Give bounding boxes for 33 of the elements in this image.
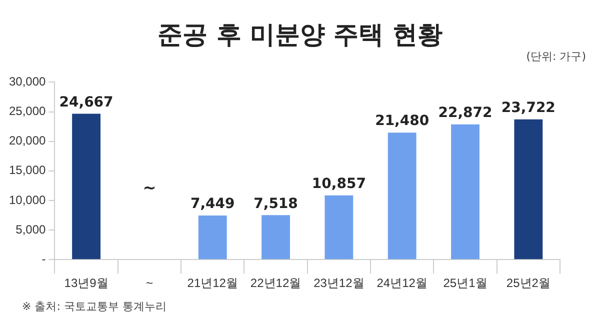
data-label: 10,857 xyxy=(312,176,366,192)
y-tick-label: 20,000 xyxy=(9,134,46,148)
x-tick-label: 13년9월 xyxy=(64,276,108,290)
x-tick-label: 25년1월 xyxy=(443,276,488,290)
y-tick-label: 15,000 xyxy=(9,163,46,178)
bar xyxy=(514,119,543,260)
x-tick-label: 22년12월 xyxy=(250,276,302,290)
data-label: 21,480 xyxy=(375,113,430,130)
x-tick-label: 24년12월 xyxy=(376,276,428,290)
data-label: 7,449 xyxy=(190,196,235,212)
x-tick-label: ~ xyxy=(146,276,153,290)
x-tick-label: 21년12월 xyxy=(187,276,238,290)
y-tick-label: 10,000 xyxy=(9,192,46,207)
chart-title: 준공 후 미분양 주택 현황 xyxy=(156,19,444,51)
y-tick-label: 5,000 xyxy=(16,222,46,236)
bar xyxy=(262,215,290,260)
data-label: 7,518 xyxy=(254,196,298,212)
y-tick-label: 30,000 xyxy=(9,74,46,89)
data-label: 22,872 xyxy=(438,104,492,121)
bar xyxy=(72,114,100,260)
text: ※ 출처: 국토교통부 통계누리 xyxy=(22,299,166,314)
data-label: 24,667 xyxy=(59,94,114,110)
x-tick-label: 25년2월 xyxy=(506,276,550,290)
y-tick-label: 25,000 xyxy=(9,104,46,118)
y-tick-label: - xyxy=(42,252,46,266)
data-label: 23,722 xyxy=(501,100,556,116)
bar xyxy=(324,195,354,260)
x-tick-label: 23년12월 xyxy=(314,276,364,290)
bar xyxy=(198,216,227,260)
bar xyxy=(451,124,480,260)
annotation: ~ xyxy=(142,178,156,197)
text: (단위: 가구) xyxy=(526,49,586,64)
bar xyxy=(388,132,416,260)
